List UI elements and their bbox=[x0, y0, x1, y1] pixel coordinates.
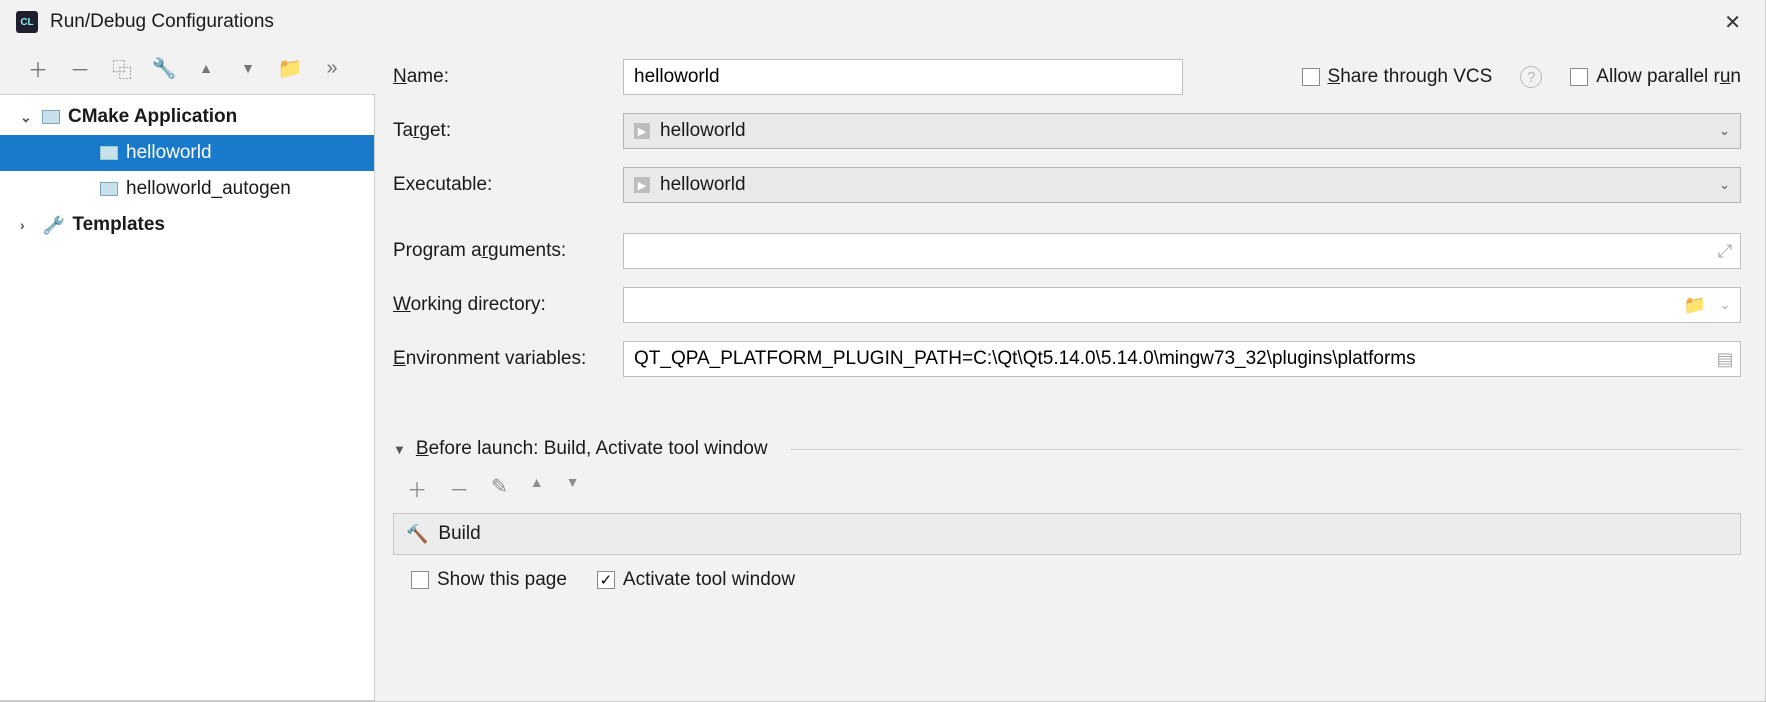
tree-item-label: helloworld_autogen bbox=[126, 178, 291, 200]
before-launch-header[interactable]: ▼ Before launch: Build, Activate tool wi… bbox=[393, 438, 1741, 460]
target-combo[interactable]: ▶ helloworld ⌄ bbox=[623, 113, 1741, 149]
folder-icon[interactable]: 📁 bbox=[280, 58, 300, 78]
down-icon[interactable]: ▼ bbox=[566, 474, 580, 503]
tree-item-helloworld-autogen[interactable]: helloworld_autogen bbox=[0, 171, 374, 207]
close-icon[interactable]: ✕ bbox=[1716, 6, 1749, 39]
target-icon: ▶ bbox=[634, 123, 650, 139]
args-label: Program arguments: bbox=[393, 240, 623, 262]
tree-item-label: helloworld bbox=[126, 142, 212, 164]
tree-group-cmake[interactable]: ⌄ CMake Application bbox=[0, 99, 374, 135]
before-launch-item-label: Build bbox=[438, 523, 480, 545]
up-icon[interactable]: ▲ bbox=[530, 474, 544, 503]
title-bar: CL Run/Debug Configurations ✕ bbox=[0, 0, 1765, 44]
show-page-checkbox[interactable]: Show this page bbox=[411, 569, 567, 591]
copy-icon[interactable]: ⿻ bbox=[112, 58, 132, 78]
down-icon[interactable]: ▼ bbox=[238, 58, 258, 78]
more-icon[interactable]: » bbox=[322, 58, 342, 78]
run-config-icon bbox=[100, 146, 118, 160]
env-input[interactable] bbox=[624, 342, 1710, 376]
app-icon: CL bbox=[16, 11, 38, 33]
before-launch-item[interactable]: 🔨 Build bbox=[393, 513, 1741, 555]
sidebar-toolbar: ＋ － ⿻ 🔧 ▲ ▼ 📁 » bbox=[0, 50, 375, 90]
name-label: Name: bbox=[393, 66, 623, 88]
before-launch-toolbar: ＋ － ✎ ▲ ▼ bbox=[393, 460, 1741, 513]
checkbox-checked-icon: ✓ bbox=[597, 571, 615, 589]
remove-icon[interactable]: － bbox=[70, 58, 90, 78]
window-title: Run/Debug Configurations bbox=[50, 11, 274, 33]
tree-item-helloworld[interactable]: helloworld bbox=[0, 135, 374, 171]
activate-window-label: Activate tool window bbox=[623, 569, 795, 591]
show-page-label: Show this page bbox=[437, 569, 567, 591]
tree-group-templates[interactable]: › 🔧 Templates bbox=[0, 207, 374, 243]
chevron-right-icon: › bbox=[20, 217, 34, 233]
run-config-icon bbox=[100, 182, 118, 196]
exe-icon: ▶ bbox=[634, 177, 650, 193]
args-input[interactable] bbox=[624, 234, 1710, 268]
target-label: Target: bbox=[393, 120, 623, 142]
up-icon[interactable]: ▲ bbox=[196, 58, 216, 78]
working-dir-label: Working directory: bbox=[393, 294, 623, 316]
chevron-down-icon: ▼ bbox=[393, 442, 406, 457]
target-value: helloworld bbox=[660, 120, 1709, 142]
config-tree: ⌄ CMake Application helloworld helloworl… bbox=[0, 94, 375, 701]
main-panel: Name: Share through VCS ? Allow parallel… bbox=[375, 44, 1765, 701]
tree-group-label: Templates bbox=[72, 214, 165, 236]
add-icon[interactable]: ＋ bbox=[407, 474, 427, 503]
edit-icon[interactable]: ✎ bbox=[491, 474, 508, 503]
working-dir-input[interactable] bbox=[624, 288, 1680, 322]
add-icon[interactable]: ＋ bbox=[28, 58, 48, 78]
chevron-down-icon: ⌄ bbox=[1719, 177, 1730, 193]
parallel-run-checkbox[interactable]: Allow parallel run bbox=[1570, 66, 1741, 88]
env-label: Environment variables: bbox=[393, 348, 623, 370]
expand-icon[interactable]: ⤢ bbox=[1710, 241, 1740, 262]
share-vcs-checkbox[interactable]: Share through VCS bbox=[1302, 66, 1493, 88]
chevron-down-icon[interactable]: ⌄ bbox=[1710, 297, 1740, 313]
edit-icon[interactable]: 🔧 bbox=[154, 58, 174, 78]
help-icon[interactable]: ? bbox=[1520, 66, 1542, 88]
list-edit-icon[interactable]: ▤ bbox=[1710, 349, 1740, 370]
executable-value: helloworld bbox=[660, 174, 1709, 196]
sidebar: ＋ － ⿻ 🔧 ▲ ▼ 📁 » ⌄ CMake Application hell… bbox=[0, 44, 375, 701]
divider bbox=[790, 449, 1741, 450]
executable-label: Executable: bbox=[393, 174, 623, 196]
remove-icon[interactable]: － bbox=[449, 474, 469, 503]
wrench-icon: 🔧 bbox=[43, 214, 64, 236]
activate-window-checkbox[interactable]: ✓ Activate tool window bbox=[597, 569, 795, 591]
checkbox-icon bbox=[1570, 68, 1588, 86]
checkbox-icon bbox=[1302, 68, 1320, 86]
chevron-down-icon: ⌄ bbox=[1719, 123, 1730, 139]
executable-combo[interactable]: ▶ helloworld ⌄ bbox=[623, 167, 1741, 203]
tree-group-label: CMake Application bbox=[68, 106, 237, 128]
run-config-icon bbox=[42, 110, 60, 124]
chevron-down-icon: ⌄ bbox=[20, 109, 34, 126]
name-input[interactable] bbox=[623, 59, 1183, 95]
checkbox-icon bbox=[411, 571, 429, 589]
browse-folder-icon[interactable]: 📁 bbox=[1680, 295, 1710, 316]
hammer-icon: 🔨 bbox=[406, 524, 428, 545]
